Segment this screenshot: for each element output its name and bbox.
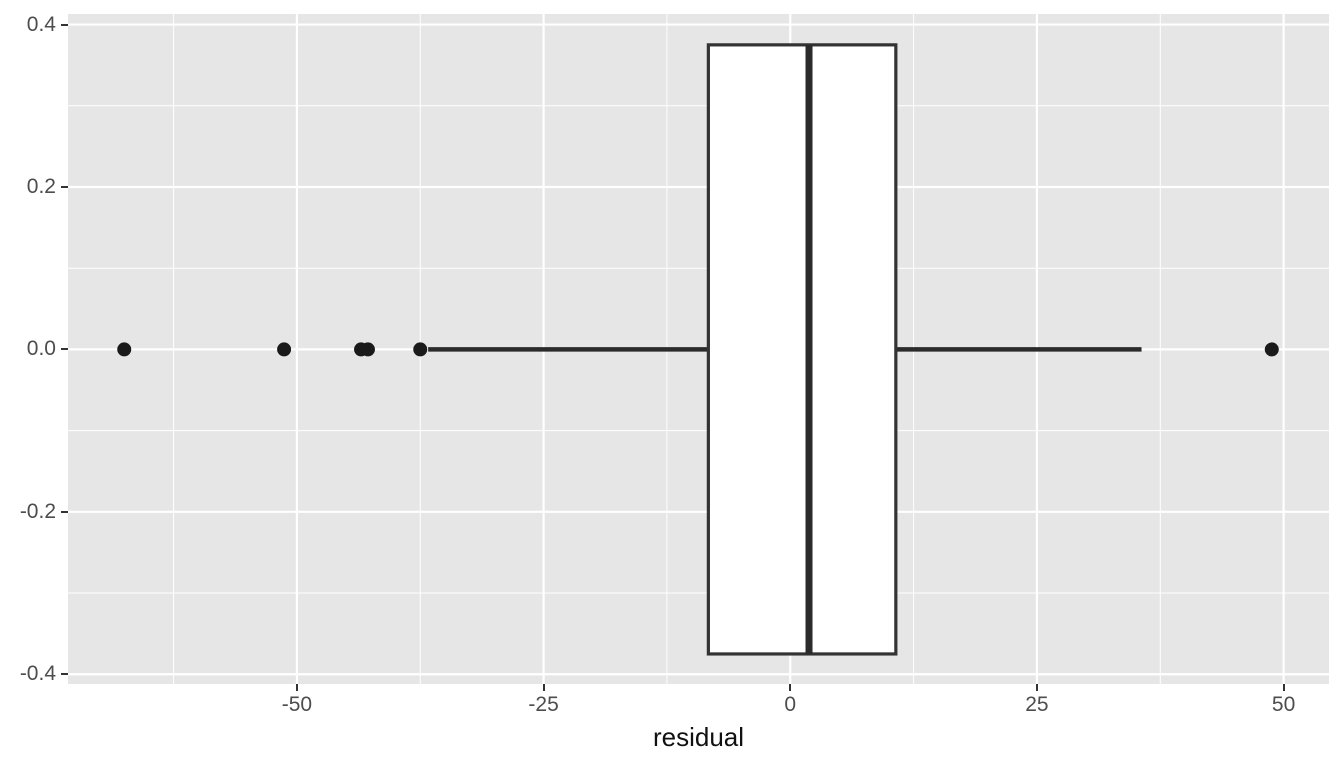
outlier-point	[360, 342, 375, 357]
y-tick-label: 0.4	[26, 12, 56, 36]
boxplot-canvas	[68, 14, 1329, 684]
x-tick-mark	[1282, 684, 1285, 691]
outlier-point	[413, 342, 428, 357]
y-tick-label: -0.4	[19, 662, 56, 686]
box-iqr	[706, 43, 898, 656]
x-tick-label: -25	[528, 693, 559, 716]
plot-panel	[68, 14, 1329, 684]
outlier-point	[277, 342, 292, 357]
y-tick-mark	[61, 23, 68, 26]
x-tick-label: 50	[1271, 693, 1296, 716]
y-tick-label: 0.2	[26, 174, 56, 198]
y-tick-label: 0.0	[26, 337, 56, 361]
x-tick-label: -50	[281, 693, 313, 716]
y-tick-mark	[61, 185, 68, 188]
x-tick-mark	[542, 684, 545, 691]
x-tick-label: 0	[784, 693, 797, 716]
outlier-point	[117, 342, 132, 357]
x-tick-label: 25	[1025, 693, 1049, 716]
x-tick-mark	[1035, 684, 1038, 691]
x-tick-mark	[789, 684, 792, 691]
y-tick-mark	[61, 673, 68, 676]
x-tick-mark	[295, 684, 298, 691]
y-tick-mark	[61, 348, 68, 351]
x-axis-title: residual	[652, 722, 745, 752]
y-tick-label: -0.2	[19, 499, 56, 523]
outlier-point	[1264, 342, 1279, 357]
y-tick-mark	[61, 510, 68, 513]
